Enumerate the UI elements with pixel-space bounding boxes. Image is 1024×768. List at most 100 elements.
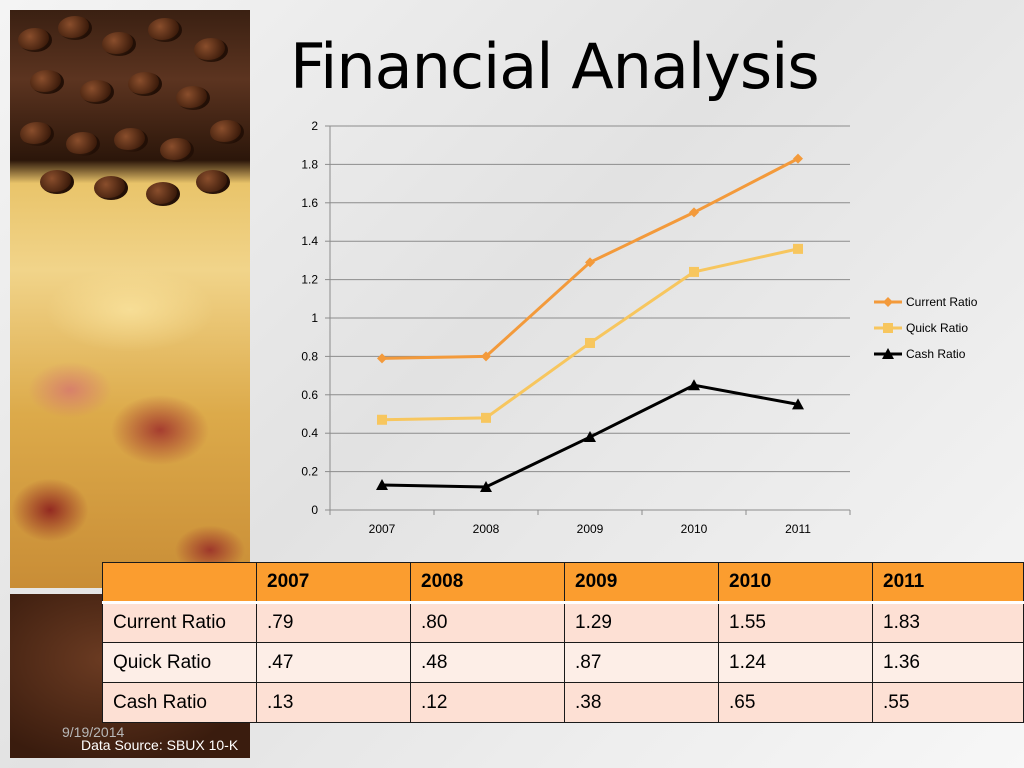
legend-marker	[883, 297, 893, 307]
legend-entry-cash-ratio: Cash Ratio	[874, 347, 966, 361]
coffee-bean-shape	[210, 120, 244, 144]
coffee-bean-shape	[18, 28, 52, 52]
table-cell: .87	[564, 642, 719, 683]
coffee-bean-shape	[58, 16, 92, 40]
x-tick-label: 2008	[473, 522, 500, 536]
y-tick-label: 1.8	[301, 157, 318, 171]
x-tick-label: 2010	[681, 522, 708, 536]
table-header-row: 2007 2008 2009 2010 2011	[102, 562, 1024, 604]
chart-axes	[325, 125, 851, 515]
coffee-bean-shape	[30, 70, 64, 94]
data-point-current-ratio	[585, 257, 595, 268]
coffee-bean-shape	[196, 170, 230, 194]
coffee-bean-shape	[160, 138, 194, 162]
table-cell: .48	[410, 642, 565, 683]
coffee-bean-shape	[40, 170, 74, 194]
y-tick-label: 2	[311, 119, 318, 133]
data-point-quick-ratio	[481, 412, 491, 423]
table-header-cell	[102, 562, 257, 604]
data-point-cash-ratio	[480, 480, 492, 492]
table-cell: .13	[256, 682, 411, 723]
y-tick-label: 0.8	[301, 349, 318, 363]
coffee-bean-shape	[194, 38, 228, 62]
table-cell: .12	[410, 682, 565, 723]
table-header-cell: 2009	[564, 562, 719, 604]
y-tick-label: 0.4	[301, 426, 318, 440]
table-cell: 1.36	[872, 642, 1024, 683]
table-cell: .38	[564, 682, 719, 723]
legend-entry-quick-ratio: Quick Ratio	[874, 321, 968, 335]
x-tick-label: 2011	[785, 522, 811, 536]
data-point-current-ratio	[689, 207, 699, 218]
y-tick-label: 1	[311, 311, 318, 325]
table-cell: .80	[410, 602, 565, 643]
y-tick-label: 1.6	[301, 196, 318, 210]
table-row: Quick Ratio .47 .48 .87 1.24 1.36	[102, 642, 1024, 683]
data-point-current-ratio	[481, 351, 491, 362]
data-point-current-ratio	[793, 153, 803, 164]
data-point-quick-ratio	[377, 414, 387, 425]
table-row: Cash Ratio .13 .12 .38 .65 .55	[102, 682, 1024, 723]
data-point-quick-ratio	[793, 243, 803, 254]
table-header-cell: 2011	[872, 562, 1024, 604]
y-tick-label: 1.4	[301, 234, 318, 248]
table-cell: 1.83	[872, 602, 1024, 643]
coffee-bean-shape	[80, 80, 114, 104]
chart-gridlines	[330, 125, 850, 511]
legend-label: Cash Ratio	[906, 347, 966, 361]
data-point-quick-ratio	[585, 337, 595, 348]
x-tick-label: 2009	[577, 522, 604, 536]
coffee-bean-shape	[148, 18, 182, 42]
legend-label: Current Ratio	[906, 295, 978, 309]
table-row-label: Current Ratio	[102, 602, 257, 643]
chart-series	[376, 153, 804, 492]
data-point-cash-ratio	[688, 379, 700, 391]
y-tick-label: 0.2	[301, 465, 318, 479]
y-tick-label: 0.6	[301, 388, 318, 402]
slide-date: 9/19/2014	[62, 724, 125, 740]
y-tick-label: 0	[311, 503, 318, 517]
table-cell: 1.55	[718, 602, 873, 643]
coffee-bean-shape	[102, 32, 136, 56]
coffee-bean-shape	[20, 122, 54, 146]
data-point-cash-ratio	[376, 479, 388, 491]
coffee-cup-photo	[10, 10, 250, 588]
coffee-bean-shape	[146, 182, 180, 206]
coffee-bean-shape	[176, 86, 210, 110]
data-point-current-ratio	[377, 353, 387, 364]
series-quick-ratio	[377, 243, 803, 425]
series-current-ratio	[377, 153, 803, 364]
table-header-cell: 2007	[256, 562, 411, 604]
y-tick-label: 1.2	[301, 273, 318, 287]
table-cell: 1.24	[718, 642, 873, 683]
legend-label: Quick Ratio	[906, 321, 968, 335]
x-axis-tick-labels: 2007 2008 2009 2010 2011	[369, 522, 812, 536]
y-axis-tick-labels: 0 0.2 0.4 0.6 0.8 1 1.2 1.4 1.6 1.8 2	[301, 119, 318, 517]
data-point-quick-ratio	[689, 266, 699, 277]
table-row-label: Quick Ratio	[102, 642, 257, 683]
chart-legend: Current Ratio Quick Ratio Cash Ratio	[874, 295, 978, 361]
coffee-bean-shape	[66, 132, 100, 156]
x-tick-label: 2007	[369, 522, 396, 536]
data-source-note: Data Source: SBUX 10-K	[81, 737, 239, 753]
legend-entry-current-ratio: Current Ratio	[874, 295, 978, 309]
coffee-bean-shape	[128, 72, 162, 96]
table-cell: .47	[256, 642, 411, 683]
ratio-line-chart: 0 0.2 0.4 0.6 0.8 1 1.2 1.4 1.6 1.8 2 2007 2008 2009…	[301, 119, 978, 536]
data-point-cash-ratio	[584, 431, 596, 443]
table-row-label: Cash Ratio	[102, 682, 257, 723]
coffee-bean-shape	[114, 128, 148, 152]
table-cell: .79	[256, 602, 411, 643]
table-header-cell: 2010	[718, 562, 873, 604]
table-cell: 1.29	[564, 602, 719, 643]
legend-marker	[882, 348, 894, 359]
table-header-cell: 2008	[410, 562, 565, 604]
table-cell: .55	[872, 682, 1024, 723]
table-row: Current Ratio .79 .80 1.29 1.55 1.83	[102, 602, 1024, 643]
table-cell: .65	[718, 682, 873, 723]
data-point-cash-ratio	[792, 398, 804, 410]
slide-title: Financial Analysis	[290, 30, 820, 103]
series-cash-ratio	[376, 379, 804, 492]
coffee-bean-shape	[94, 176, 128, 200]
ratio-data-table: 2007 2008 2009 2010 2011 Current Ratio .…	[102, 562, 1024, 723]
